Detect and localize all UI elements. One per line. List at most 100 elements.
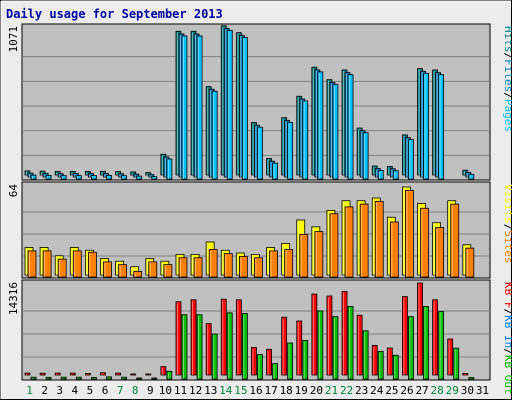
- bar-pages: [151, 176, 158, 180]
- bar-pages: [317, 71, 324, 180]
- legend-entry: KB Out: [502, 355, 512, 395]
- x-tick-label: 6: [102, 384, 109, 397]
- bar-hits: [145, 172, 152, 176]
- bar-sites: [148, 261, 158, 278]
- legend-entry: Hits: [502, 26, 512, 53]
- legend-entry: Files: [502, 59, 512, 92]
- bar-pages: [211, 90, 218, 180]
- bar-pages: [362, 132, 369, 180]
- bar-sites: [193, 257, 203, 278]
- bar-sites: [103, 261, 112, 278]
- bar-sites: [133, 271, 143, 278]
- bar-kb-out: [347, 305, 354, 380]
- bar-pages: [392, 170, 399, 180]
- bar-pages: [272, 162, 278, 180]
- bar-sites: [299, 233, 309, 278]
- x-tick-label: 17: [264, 384, 277, 397]
- bar-pages: [136, 175, 143, 180]
- bar-kb-f: [356, 314, 363, 376]
- bar-kb-out: [317, 310, 324, 380]
- bar-pages: [121, 175, 127, 180]
- x-tick-label: 27: [415, 384, 428, 397]
- x-tick-label: 23: [355, 384, 368, 397]
- bar-kb-out: [60, 376, 67, 380]
- x-tick-label: 4: [72, 384, 79, 397]
- bar-kb-f: [447, 338, 454, 376]
- x-tick-label: 19: [295, 384, 308, 397]
- bar-kb-out: [181, 314, 188, 380]
- bar-kb-out: [392, 354, 399, 380]
- bar-pages: [257, 126, 263, 180]
- bar-sites: [374, 200, 384, 278]
- bar-pages: [423, 72, 429, 180]
- bar-hits: [130, 171, 137, 176]
- bar-kb-f: [220, 298, 227, 376]
- x-tick-label: 3: [56, 384, 63, 397]
- bar-kb-out: [226, 312, 233, 380]
- bar-kb-f: [175, 301, 182, 376]
- bar-sites: [329, 213, 339, 278]
- bar-pages: [166, 158, 173, 180]
- bar-kb-out: [272, 363, 278, 380]
- bar-kb-f: [69, 372, 76, 376]
- bar-kb-f: [205, 323, 212, 376]
- x-tick-label: 31: [476, 384, 489, 397]
- bar-sites: [435, 227, 445, 278]
- y-max-label: 14316: [7, 282, 20, 315]
- bar-kb-f: [24, 372, 31, 376]
- legend-entry: Sites: [502, 230, 512, 263]
- bar-kb-out: [362, 330, 369, 380]
- bar-kb-f: [462, 372, 469, 376]
- x-tick-label: 10: [159, 384, 172, 397]
- bar-kb-f: [39, 372, 46, 376]
- bar-kb-f: [402, 296, 408, 376]
- bar-sites: [163, 264, 173, 278]
- bar-pages: [241, 36, 248, 180]
- x-axis-labels: 1 2 3 4 5 6 7 8 9 10 11 12 13 14 15 16 17 18 19 20 21 22 23 24 2…: [26, 384, 489, 397]
- bar-kb-f: [266, 348, 272, 376]
- bar-kb-out: [121, 376, 127, 380]
- bar-kb-out: [287, 342, 294, 380]
- legend-entry: /: [502, 309, 512, 316]
- x-tick-label: 15: [234, 384, 247, 397]
- x-tick-label: 26: [400, 384, 413, 397]
- series-legend: Hits/Files/Pages: [502, 26, 512, 132]
- series-legend: KB F/KB In/KB Out: [502, 282, 512, 395]
- bar-kb-out: [211, 333, 218, 380]
- bar-kb-f: [432, 299, 439, 376]
- bar-kb-out: [90, 377, 97, 380]
- bar-kb-f: [130, 373, 137, 376]
- x-tick-label: 8: [132, 384, 139, 397]
- x-tick-label: 28: [431, 384, 444, 397]
- bar-pages: [75, 175, 82, 180]
- x-tick-label: 21: [325, 384, 338, 397]
- bar-sites: [314, 231, 324, 278]
- bar-kb-f: [54, 372, 61, 376]
- bar-files: [133, 173, 140, 178]
- bar-kb-f: [190, 299, 197, 376]
- x-tick-label: 13: [204, 384, 217, 397]
- bar-kb-f: [386, 347, 393, 376]
- bar-kb-out: [151, 377, 158, 380]
- x-tick-label: 9: [147, 384, 154, 397]
- bar-kb-out: [241, 313, 248, 380]
- x-tick-label: 25: [385, 384, 398, 397]
- bar-sites: [420, 207, 429, 278]
- bar-kb-out: [377, 350, 384, 380]
- x-tick-label: 5: [87, 384, 94, 397]
- bar-kb-out: [75, 376, 82, 380]
- x-tick-label: 29: [446, 384, 459, 397]
- bar-kb-f: [145, 373, 152, 376]
- bar-sites: [208, 249, 218, 278]
- bar-kb-out: [302, 340, 309, 380]
- chart-panel-2: 64 Visits/Sites: [7, 181, 512, 279]
- bar-sites: [27, 250, 37, 278]
- bar-pages: [90, 175, 97, 180]
- bar-kb-out: [196, 314, 203, 380]
- x-tick-label: 16: [249, 384, 262, 397]
- bar-kb-f: [251, 346, 257, 376]
- bar-sites: [344, 206, 354, 278]
- y-max-label: 1071: [7, 26, 20, 53]
- bar-pages: [106, 175, 112, 180]
